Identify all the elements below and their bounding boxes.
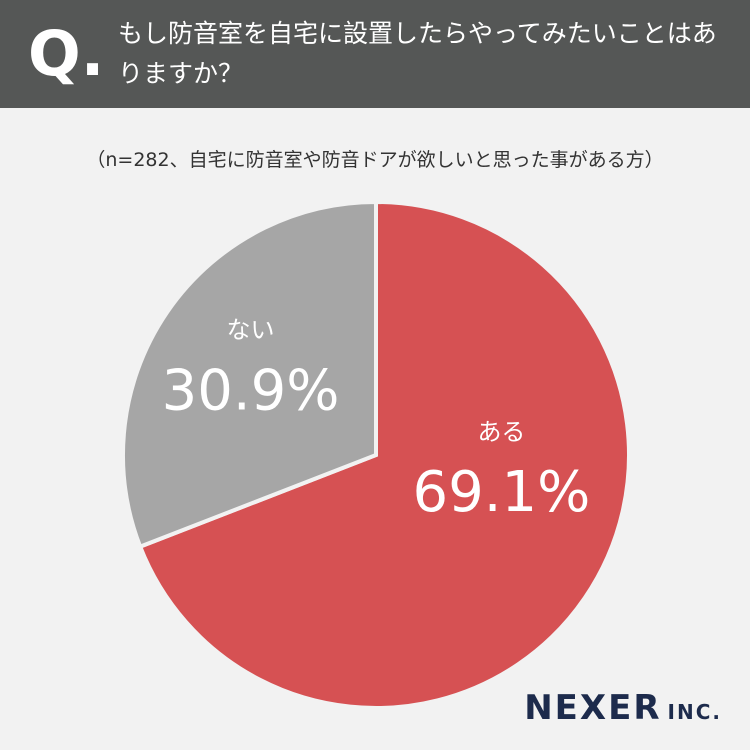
brand-name: NEXER xyxy=(524,688,662,728)
value-label: 30.9% xyxy=(162,358,340,423)
slice-label: ない xyxy=(227,316,275,344)
brand: NEXER INC. xyxy=(524,688,722,728)
chart-title: もし防音室を自宅に設置したらやってみたいことはありますか？ xyxy=(118,19,717,88)
brand-suffix: INC. xyxy=(667,700,722,724)
slice-label: ある xyxy=(477,418,525,446)
pie-slice xyxy=(121,199,378,550)
header: Q. もし防音室を自宅に設置したらやってみたいことはありますか？ xyxy=(0,0,750,108)
value-label: 69.1% xyxy=(412,460,590,525)
pie-slice xyxy=(137,199,631,710)
subtitle: （n=282、自宅に防音室や防音ドアが欲しいと思った事がある方） xyxy=(86,149,664,171)
logo: Q. xyxy=(28,17,105,90)
